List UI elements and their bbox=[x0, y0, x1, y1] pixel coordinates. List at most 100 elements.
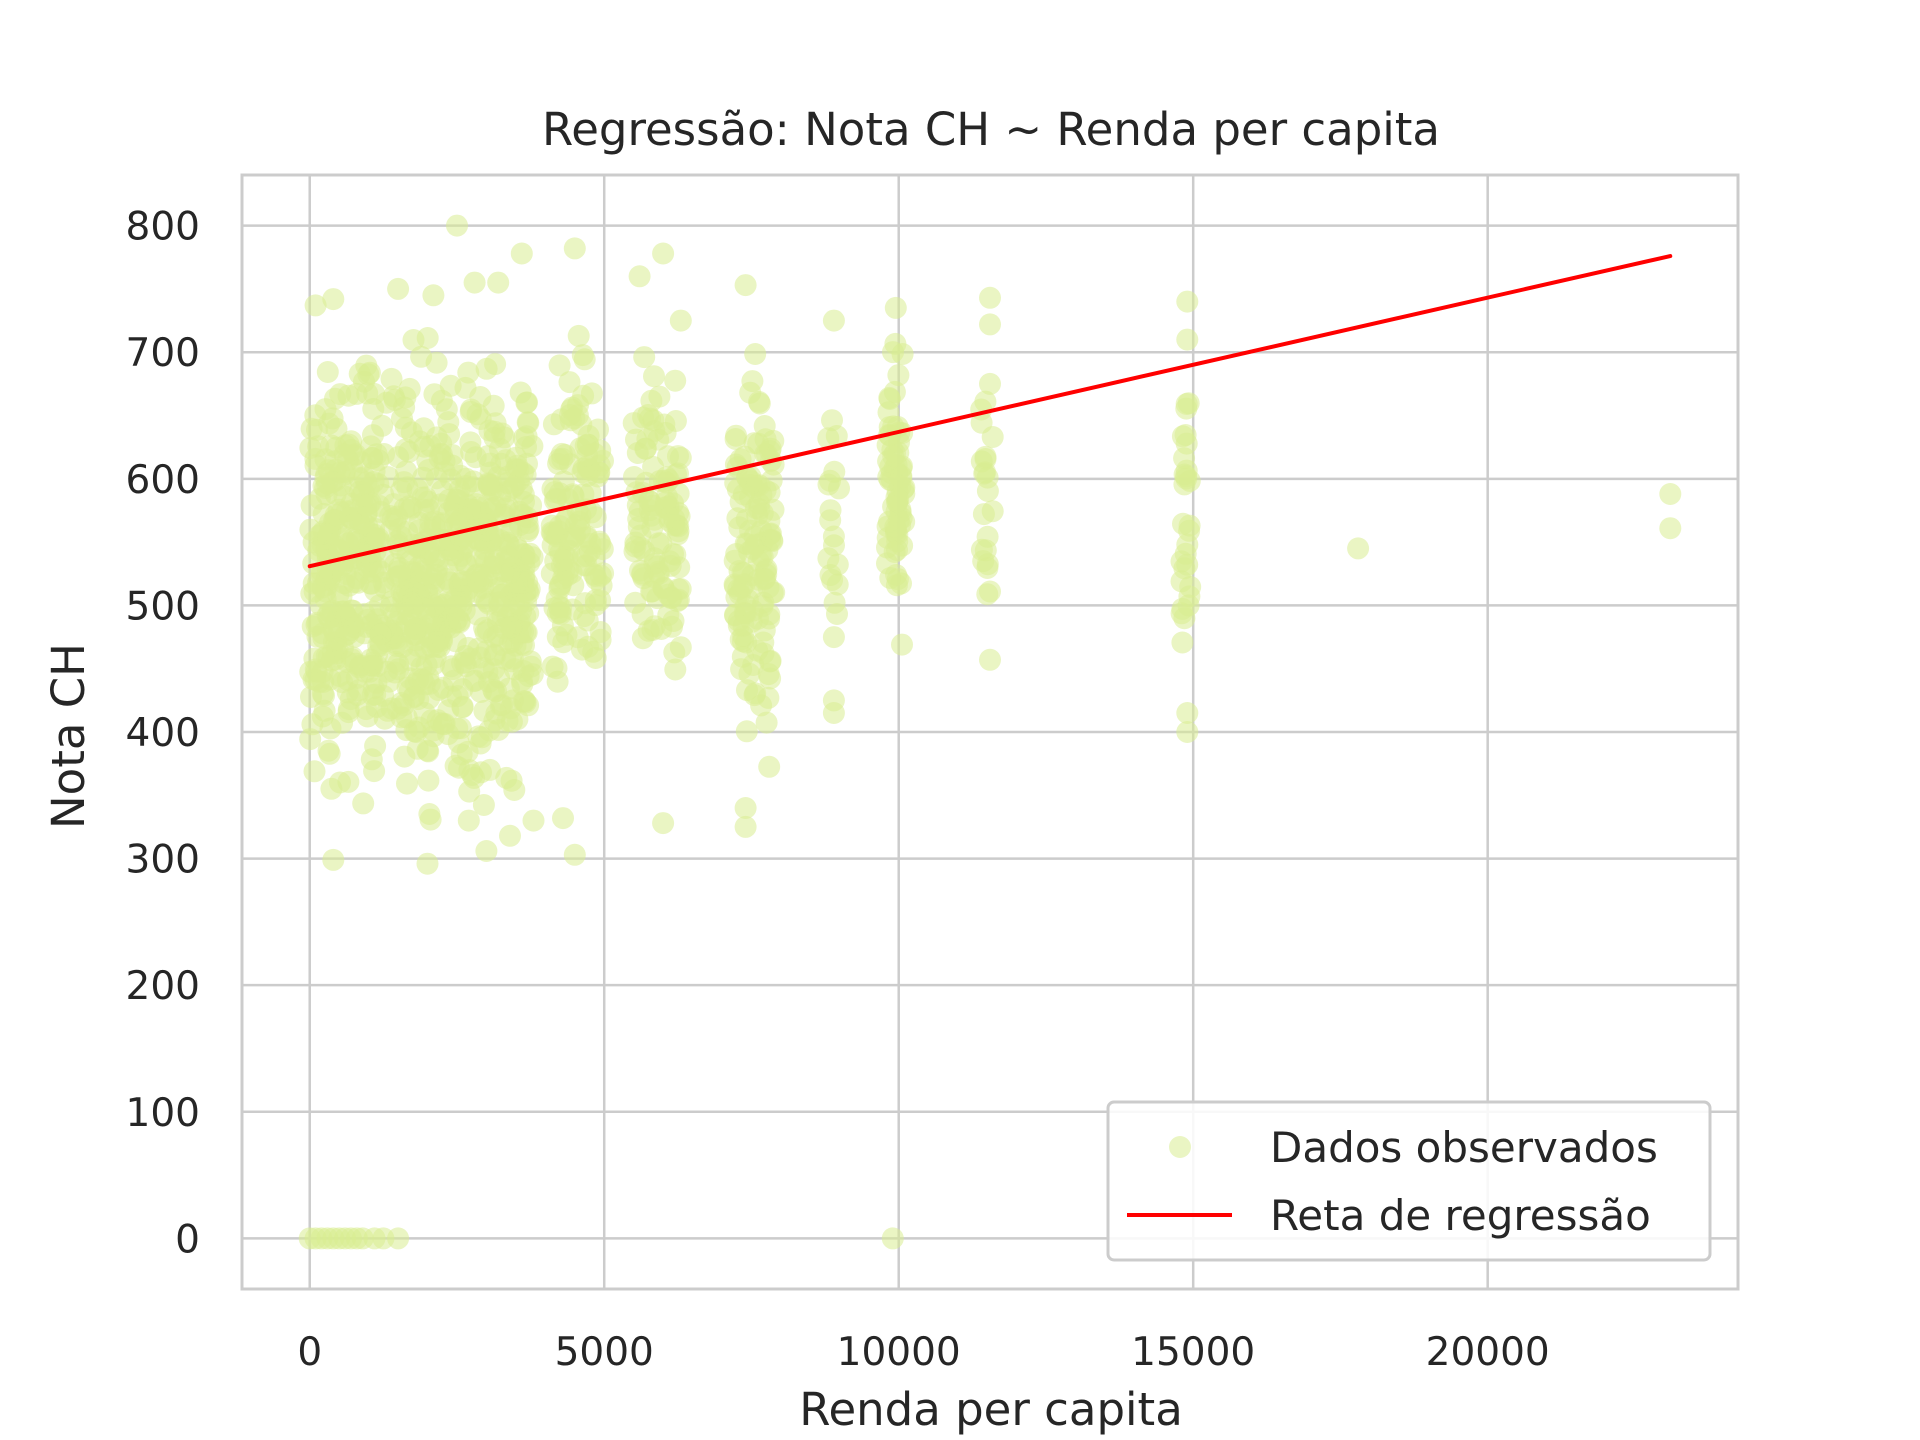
y-tick-label: 800 bbox=[126, 205, 200, 250]
scatter-point bbox=[979, 648, 1001, 671]
scatter-point bbox=[352, 792, 375, 815]
scatter-point bbox=[726, 507, 749, 530]
scatter-point bbox=[428, 627, 451, 650]
x-tick-label: 5000 bbox=[555, 1330, 654, 1375]
scatter-point bbox=[643, 547, 666, 570]
scatter-point bbox=[425, 351, 448, 374]
scatter-point bbox=[724, 603, 746, 626]
scatter-point bbox=[377, 466, 400, 489]
scatter-point bbox=[735, 720, 758, 743]
scatter-point bbox=[629, 559, 651, 582]
scatter-point bbox=[457, 809, 480, 832]
scatter-point bbox=[643, 365, 665, 388]
y-tick-label: 400 bbox=[126, 711, 200, 756]
scatter-point bbox=[823, 460, 846, 483]
plot-frame bbox=[240, 173, 1740, 1291]
legend-label-regression: Reta de regressão bbox=[1270, 1191, 1651, 1240]
scatter-point bbox=[728, 583, 751, 606]
scatter-point bbox=[415, 654, 438, 677]
scatter-point bbox=[361, 651, 384, 674]
scatter-point bbox=[738, 662, 761, 685]
scatter-point bbox=[464, 446, 487, 469]
scatter-point bbox=[306, 625, 329, 648]
scatter-point bbox=[516, 452, 538, 475]
scatter-point bbox=[823, 534, 845, 557]
scatter-point bbox=[545, 588, 568, 610]
scatter-point bbox=[304, 294, 327, 317]
scatter-point bbox=[584, 506, 607, 529]
scatter-point bbox=[438, 488, 460, 511]
scatter-point bbox=[490, 452, 513, 475]
scatter-point bbox=[318, 412, 341, 435]
scatter-point bbox=[1176, 702, 1199, 724]
y-axis-label: Nota CH bbox=[42, 643, 95, 829]
scatter-point bbox=[499, 697, 522, 720]
scatter-point bbox=[542, 413, 565, 436]
x-tick-label: 0 bbox=[297, 1330, 322, 1375]
scatter-point bbox=[974, 445, 997, 468]
scatter-point bbox=[759, 437, 782, 460]
scatter-point bbox=[318, 742, 341, 765]
scatter-point bbox=[625, 428, 647, 451]
scatter-point bbox=[884, 296, 907, 319]
scatter-point bbox=[475, 840, 498, 862]
scatter-point bbox=[314, 466, 337, 489]
scatter-point bbox=[416, 739, 439, 762]
scatter-point bbox=[642, 494, 664, 517]
y-tick-label: 300 bbox=[126, 838, 200, 883]
scatter-point bbox=[540, 562, 563, 585]
scatter-point bbox=[299, 728, 322, 751]
scatter-point bbox=[387, 560, 410, 583]
scatter-point bbox=[319, 717, 342, 740]
scatter-point bbox=[395, 719, 418, 742]
scatter-point bbox=[369, 634, 392, 657]
scatter-point bbox=[488, 594, 511, 617]
scatter-point bbox=[755, 711, 778, 734]
scatter-point bbox=[452, 571, 475, 594]
scatter-point bbox=[472, 794, 495, 816]
scatter-point bbox=[348, 362, 371, 385]
scatter-point bbox=[322, 288, 345, 311]
scatter-point bbox=[661, 615, 683, 638]
scatter-point bbox=[393, 694, 415, 717]
scatter-point bbox=[416, 449, 439, 472]
scatter-point bbox=[624, 591, 647, 614]
y-tick-label: 200 bbox=[126, 964, 200, 1009]
scatter-point bbox=[732, 483, 755, 506]
scatter-point bbox=[979, 580, 1001, 603]
y-tick-labels: 0 100 200 300 400 500 600 700 800 bbox=[126, 205, 200, 1263]
scatter-point bbox=[822, 702, 845, 724]
scatter-point bbox=[446, 685, 469, 708]
scatter-point bbox=[664, 658, 687, 681]
scatter-point bbox=[1176, 328, 1199, 351]
scatter-point bbox=[454, 533, 477, 555]
scatter-point bbox=[521, 663, 544, 686]
legend: Dados observados Reta de regressão bbox=[1106, 1100, 1712, 1262]
scatter-point bbox=[456, 740, 479, 763]
scatter-point bbox=[324, 504, 347, 527]
scatter-point bbox=[355, 471, 378, 494]
scatter-point bbox=[473, 699, 496, 722]
scatter-point bbox=[374, 616, 397, 639]
scatter-point bbox=[299, 437, 322, 459]
scatter-point bbox=[742, 537, 764, 560]
scatter-point bbox=[499, 616, 522, 639]
scatter-point bbox=[413, 597, 436, 620]
scatter-point bbox=[584, 647, 607, 669]
scatter-point bbox=[724, 428, 747, 450]
scatter-point bbox=[573, 605, 596, 628]
x-tick-label: 20000 bbox=[1426, 1330, 1550, 1375]
scatter-point bbox=[475, 357, 498, 380]
scatter-point bbox=[584, 565, 607, 587]
scatter-point bbox=[303, 760, 326, 783]
scatter-point bbox=[500, 769, 523, 792]
scatter-point bbox=[422, 284, 445, 307]
scatter-point bbox=[637, 619, 660, 642]
x-tick-label: 15000 bbox=[1131, 1330, 1255, 1375]
scatter-point bbox=[734, 815, 757, 838]
scatter-point bbox=[1171, 631, 1194, 654]
scatter-point bbox=[1176, 721, 1199, 743]
scatter-point bbox=[891, 633, 913, 656]
scatter-point bbox=[979, 313, 1001, 336]
scatter-point bbox=[640, 389, 663, 412]
